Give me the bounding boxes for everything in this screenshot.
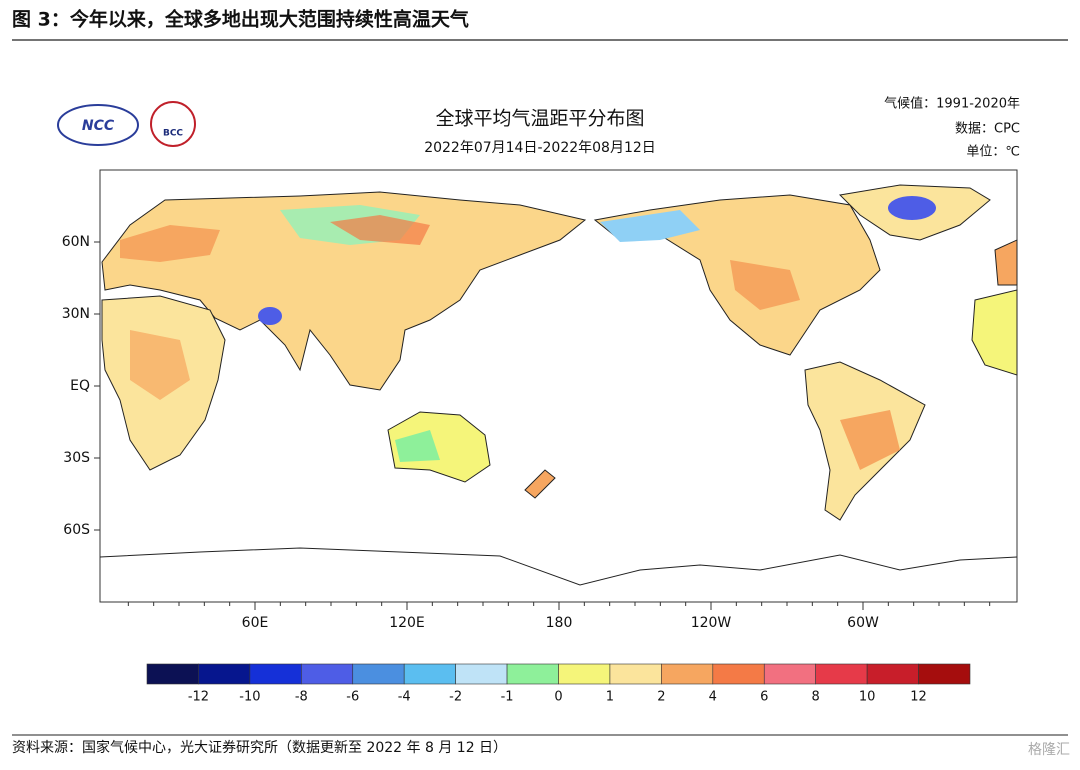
map-title: 全球平均气温距平分布图 — [435, 108, 644, 130]
legend-swatch — [815, 663, 868, 685]
africa-west — [971, 289, 1018, 376]
legend-swatch — [249, 663, 302, 685]
legend-label: 8 — [812, 690, 820, 705]
legend-label: 12 — [910, 690, 927, 705]
bcc-logo-text: BCC — [163, 129, 183, 139]
lon-label: 60W — [847, 615, 879, 631]
lat-label: 60N — [62, 234, 90, 250]
lon-label: 60E — [242, 615, 269, 631]
figure-title: 图 3：今年以来，全球多地出现大范围持续性高温天气 — [12, 8, 469, 31]
legend-swatch — [352, 663, 405, 685]
lat-label: EQ — [70, 378, 90, 394]
europe-west — [994, 239, 1018, 286]
legend-label: -6 — [346, 690, 359, 705]
legend-label: -2 — [449, 690, 462, 705]
legend-swatch — [403, 663, 456, 685]
legend-label: 2 — [657, 690, 665, 705]
bcc-logo — [150, 101, 196, 147]
source-note: 资料来源：国家气候中心，光大证券研究所（数据更新至 2022 年 8 月 12 … — [12, 739, 507, 756]
antarctica-coast — [99, 547, 1018, 586]
legend-swatch — [455, 663, 508, 685]
ncc-logo-text: NCC — [82, 118, 115, 134]
legend-label: 10 — [859, 690, 876, 705]
map-info: 数据：CPC — [955, 122, 1020, 137]
ncc-logo — [57, 104, 139, 146]
legend: -12 -10 -8 -6 -4 -2 -1 0 1 2 4 6 8 10 12 — [146, 663, 971, 705]
lon-label: 120E — [389, 615, 425, 631]
legend-label: 6 — [760, 690, 768, 705]
legend-label: -1 — [501, 690, 514, 705]
legend-label: -8 — [295, 690, 308, 705]
anomaly-patch — [888, 196, 936, 220]
legend-label: -4 — [398, 690, 411, 705]
anomaly-patch — [730, 260, 800, 310]
map-area — [99, 169, 1018, 603]
axis-ticks: 60N 30N EQ 30S 60S 60E 120E 180 120W 60W — [62, 234, 991, 631]
lat-label: 30S — [63, 450, 90, 466]
australia — [387, 411, 491, 483]
legend-label: 0 — [554, 690, 562, 705]
legend-swatch — [866, 663, 919, 685]
lon-label: 180 — [546, 615, 573, 631]
anomaly-patch — [395, 430, 440, 462]
lon-label: 120W — [691, 615, 732, 631]
legend-label: -12 — [188, 690, 209, 705]
map-info: 单位：℃ — [966, 145, 1020, 160]
anomaly-patch — [840, 410, 900, 470]
watermark: 格隆汇 — [1028, 742, 1070, 758]
legend-label: -10 — [239, 690, 260, 705]
new-zealand — [524, 469, 556, 499]
anomaly-patch — [600, 210, 700, 242]
legend-label: 4 — [709, 690, 717, 705]
legend-swatch — [763, 663, 816, 685]
legend-swatch — [918, 663, 971, 685]
legend-swatch — [558, 663, 611, 685]
legend-swatch — [146, 663, 199, 685]
lat-label: 30N — [62, 306, 90, 322]
lat-label: 60S — [63, 522, 90, 538]
map-info: 气候值：1991-2020年 — [884, 96, 1020, 112]
legend-swatch — [609, 663, 662, 685]
map-subtitle: 2022年07月14日-2022年08月12日 — [424, 140, 656, 156]
legend-swatch — [506, 663, 559, 685]
legend-swatch — [301, 663, 354, 685]
anomaly-patch — [120, 225, 220, 262]
anomaly-patch — [330, 215, 430, 245]
legend-swatch — [661, 663, 714, 685]
legend-label: 1 — [606, 690, 614, 705]
anomaly-patch — [130, 330, 190, 400]
anomaly-patch — [258, 307, 282, 325]
legend-swatch — [198, 663, 251, 685]
legend-swatch — [712, 663, 765, 685]
